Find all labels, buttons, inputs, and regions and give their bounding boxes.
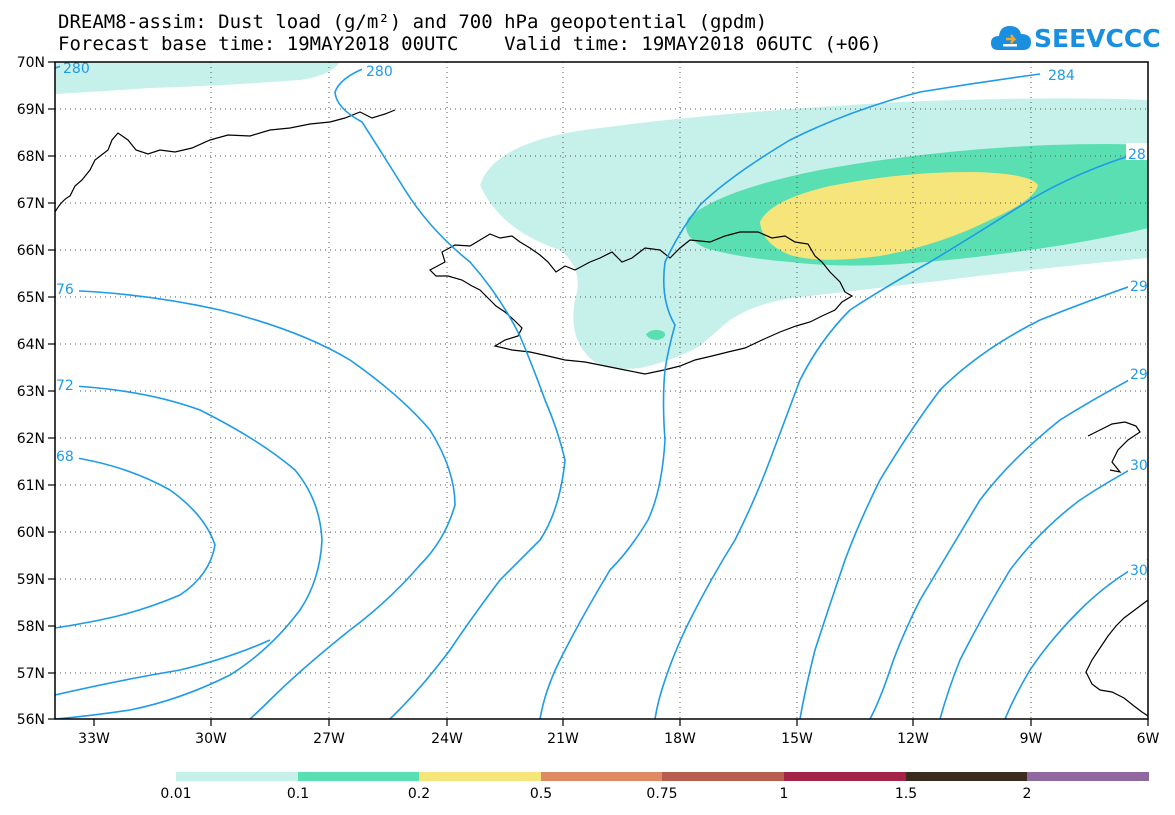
lat-label: 70N <box>17 55 45 71</box>
lat-label: 60N <box>17 525 45 541</box>
scotland-coast <box>1085 599 1148 717</box>
lat-label: 61N <box>17 478 45 494</box>
contour-label: 29 <box>1130 367 1148 383</box>
lon-label: 24W <box>431 731 463 747</box>
colorbar-label: 0.2 <box>408 786 430 802</box>
colorbar-swatch <box>784 772 906 781</box>
contour-280 <box>334 67 566 719</box>
greenland-coast <box>55 109 396 213</box>
contour-label: 76 <box>56 282 74 298</box>
colorbar-swatch <box>419 772 541 781</box>
lon-label: 9W <box>1020 731 1043 747</box>
lat-label: 62N <box>17 431 45 447</box>
lon-label: 33W <box>78 731 110 747</box>
lon-label: 6W <box>1137 731 1160 747</box>
lat-label: 57N <box>17 666 45 682</box>
lon-labels: 33W 30W 27W 24W 21W 18W 15W 12W 9W 6W <box>78 731 1159 747</box>
contour-272 <box>55 384 323 719</box>
geopotential-contours <box>55 63 1148 719</box>
axis-ticks <box>48 61 1149 726</box>
colorbar-swatch <box>1027 772 1149 781</box>
colorbar-swatch <box>662 772 784 781</box>
contour-label: 68 <box>56 449 74 465</box>
lon-label: 21W <box>547 731 579 747</box>
lat-label: 69N <box>17 102 45 118</box>
contour-label: 29 <box>1130 279 1148 295</box>
contour-304 <box>1004 559 1148 719</box>
cloud-icon <box>991 26 1031 50</box>
lat-label: 64N <box>17 337 45 353</box>
lat-label: 56N <box>17 712 45 728</box>
colorbar-label: 2 <box>1023 786 1032 802</box>
lon-label: 15W <box>781 731 813 747</box>
colorbar-swatch <box>906 772 1027 781</box>
faroe-coast <box>1087 421 1141 473</box>
dust-area-high <box>760 172 1038 260</box>
contour-label: 30 <box>1130 563 1148 579</box>
contour-label: 30 <box>1130 458 1148 474</box>
lon-label: 12W <box>897 731 929 747</box>
contour-label: 72 <box>56 378 74 394</box>
contour-292 <box>799 279 1148 719</box>
contour-264 <box>55 639 271 696</box>
lon-label: 18W <box>664 731 696 747</box>
lat-label: 63N <box>17 384 45 400</box>
contour-label: 28 <box>1128 147 1146 163</box>
colorbar: 0.01 0.1 0.2 0.5 0.75 1 1.5 2 <box>160 772 1149 802</box>
contour-276 <box>55 289 456 719</box>
contour-284 <box>539 73 1041 719</box>
contour-268 <box>55 454 216 629</box>
lat-label: 66N <box>17 243 45 259</box>
colorbar-label: 0.01 <box>160 786 191 802</box>
colorbar-label: 1 <box>780 786 789 802</box>
contour-label: 280 <box>63 61 90 77</box>
seevccc-logo: SEEVCCC <box>990 20 1161 56</box>
contour-labels: 280 280 284 28 76 72 68 29 29 30 30 <box>55 61 1148 579</box>
lat-label: 59N <box>17 572 45 588</box>
lon-label: 30W <box>195 731 227 747</box>
chart-title: DREAM8-assim: Dust load (g/m²) and 700 h… <box>58 11 768 33</box>
map-grid <box>55 62 1148 719</box>
map-area: 280 280 284 28 76 72 68 29 29 30 30 <box>55 61 1148 719</box>
contour-296 <box>869 369 1148 719</box>
lat-labels: 70N 69N 68N 67N 66N 65N 64N 63N 62N 61N … <box>17 55 45 728</box>
colorbar-label: 0.1 <box>287 786 309 802</box>
logo-text: SEEVCCC <box>1034 24 1161 53</box>
colorbar-swatch <box>176 772 298 781</box>
lat-label: 65N <box>17 290 45 306</box>
chart-subtitle: Forecast base time: 19MAY2018 00UTC Vali… <box>58 33 882 55</box>
colorbar-swatch <box>541 772 662 781</box>
lat-label: 58N <box>17 619 45 635</box>
dust-area-small <box>646 329 666 340</box>
colorbar-label: 0.5 <box>530 786 552 802</box>
dust-area-top-left <box>55 62 340 94</box>
colorbar-swatch <box>298 772 419 781</box>
lat-label: 67N <box>17 196 45 212</box>
colorbar-label: 1.5 <box>895 786 917 802</box>
contour-300 <box>939 459 1148 719</box>
colorbar-label: 0.75 <box>646 786 677 802</box>
contour-label: 284 <box>1048 68 1075 84</box>
lat-label: 68N <box>17 149 45 165</box>
contour-label: 280 <box>366 64 393 80</box>
coastlines <box>55 109 1148 717</box>
iceland-coast <box>429 231 854 375</box>
contour-288 <box>654 149 1148 719</box>
lon-label: 27W <box>313 731 345 747</box>
